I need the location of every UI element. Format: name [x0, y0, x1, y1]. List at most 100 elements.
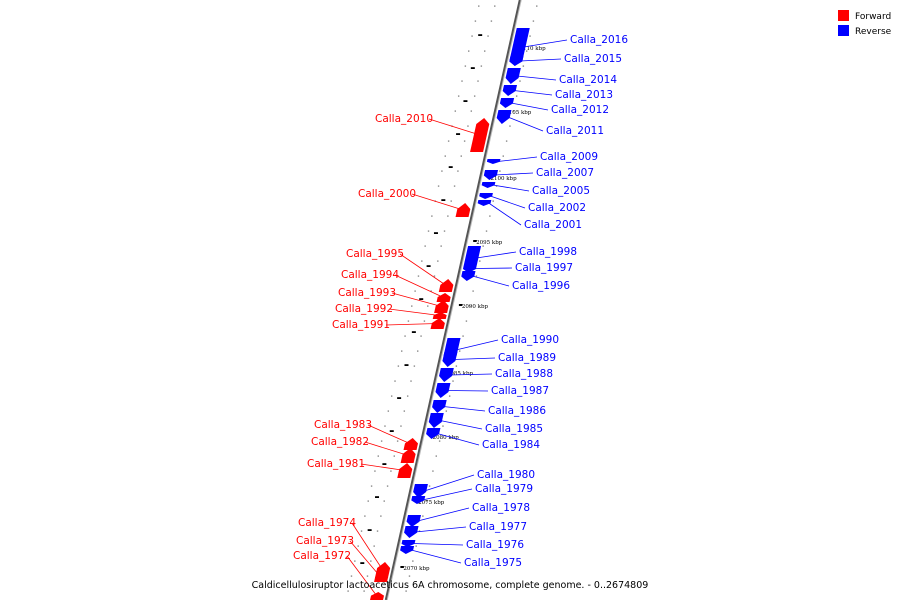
- guide-dot: [412, 560, 414, 562]
- gene-calla-1994: Calla_1994: [341, 269, 451, 302]
- gene-arrow: [436, 293, 451, 302]
- guide-dot: [427, 230, 430, 232]
- guide-dot: [529, 35, 531, 37]
- gene-leader-line: [360, 463, 405, 471]
- gene-leader-line: [424, 474, 475, 492]
- gene-leader-line: [513, 90, 553, 96]
- gene-label: Calla_1973: [296, 535, 354, 547]
- gene-calla-2013: Calla_2013: [502, 85, 613, 101]
- gene-arrow: [479, 193, 493, 199]
- guide-dot: [475, 275, 478, 277]
- minor-tick: [375, 496, 380, 498]
- guide-dot: [509, 125, 511, 127]
- gene-leader-line: [520, 58, 562, 62]
- gene-calla-1996: Calla_1996: [461, 271, 570, 292]
- guide-dot: [396, 440, 399, 442]
- gene-leader-line: [476, 251, 517, 259]
- guide-dot: [374, 470, 376, 472]
- scale-tick-label: 2100 kbp: [490, 176, 517, 182]
- guide-dot: [457, 170, 459, 172]
- guide-dot: [418, 530, 421, 532]
- scale-tick-mark: [400, 566, 404, 568]
- guide-dot: [383, 500, 385, 502]
- guide-dot: [394, 380, 396, 382]
- guide-dot: [448, 395, 451, 397]
- gene-arrow: [426, 428, 441, 439]
- background-dots: [347, 5, 538, 592]
- guide-dot: [505, 140, 508, 142]
- guide-dot: [363, 590, 365, 592]
- guide-dot: [487, 35, 489, 37]
- gene-leader-line: [394, 274, 444, 298]
- minor-tick: [441, 199, 446, 201]
- guide-dot: [536, 5, 538, 7]
- guide-dot: [380, 440, 383, 442]
- gene-arrow: [400, 546, 415, 554]
- minor-tick: [463, 100, 468, 102]
- gene-label: Calla_2000: [358, 188, 416, 200]
- scale-tick-label: 2095 kbp: [476, 240, 503, 246]
- guide-dot: [390, 470, 392, 472]
- guide-dot: [380, 515, 382, 517]
- gene-calla-1978: Calla_1978: [406, 502, 530, 527]
- gene-arrow: [413, 484, 428, 498]
- gene-leader-line: [440, 420, 483, 430]
- gene-label: Calla_1977: [469, 521, 527, 533]
- guide-dot: [405, 590, 407, 592]
- gene-arrow: [374, 573, 389, 582]
- guide-dot: [437, 185, 440, 187]
- gene-arrow: [496, 110, 512, 124]
- gene-leader-line: [474, 267, 513, 269]
- guide-dot: [432, 470, 434, 472]
- gene-calla-1981: Calla_1981: [307, 458, 413, 478]
- gene-arrow: [477, 200, 492, 206]
- guide-dot: [459, 350, 461, 352]
- guide-dot: [502, 155, 504, 157]
- guide-dot: [366, 575, 369, 577]
- legend-reverse-label: Reverse: [855, 27, 892, 37]
- guide-dot: [492, 200, 494, 202]
- guide-dot: [519, 80, 521, 82]
- gene-calla-1974: Calla_1974: [298, 517, 391, 578]
- guide-dot: [357, 545, 359, 547]
- guide-dot: [441, 170, 443, 172]
- gene-leader-line: [412, 543, 464, 546]
- guide-dot: [474, 20, 477, 22]
- gene-label: Calla_2002: [528, 202, 586, 214]
- gene-features: Calla_2016 Calla_2015 Calla_2014 Calla_2013…: [293, 28, 628, 600]
- gene-arrow: [404, 526, 419, 538]
- gene-label: Calla_1996: [512, 280, 570, 292]
- scale-tick-label: 2085 kbp: [447, 371, 474, 377]
- gene-arrow: [432, 312, 447, 319]
- guide-dot: [473, 95, 476, 97]
- minor-tick: [433, 232, 438, 234]
- gene-calla-1980: Calla_1980: [413, 469, 535, 498]
- gene-calla-2002: Calla_2002: [479, 193, 586, 214]
- guide-dot: [413, 365, 416, 367]
- gene-arrow: [401, 540, 416, 547]
- guide-dot: [512, 110, 515, 112]
- guide-dot: [480, 65, 483, 67]
- guide-dot: [384, 425, 386, 427]
- gene-calla-1997: Calla_1997: [462, 262, 573, 274]
- guide-dot: [407, 320, 410, 322]
- gene-label: Calla_2001: [524, 219, 582, 231]
- gene-leader-line: [411, 549, 462, 564]
- gene-leader-line: [437, 433, 480, 446]
- gene-leader-line: [450, 373, 493, 376]
- gene-leader-line: [443, 406, 486, 412]
- guide-dot: [417, 275, 420, 277]
- guide-dot: [420, 335, 422, 337]
- guide-dot: [417, 350, 419, 352]
- gene-leader-line: [446, 390, 489, 392]
- guide-dot: [367, 500, 369, 502]
- gene-leader-line: [428, 118, 480, 136]
- gene-leader-line: [417, 507, 470, 522]
- guide-dot: [347, 590, 349, 592]
- gene-label: Calla_2010: [375, 113, 433, 125]
- gene-arrow: [435, 383, 451, 398]
- gene-calla-1977: Calla_1977: [404, 521, 527, 538]
- gene-label: Calla_1998: [519, 246, 577, 258]
- minor-tick: [360, 562, 365, 564]
- legend-reverse-swatch: [838, 25, 849, 36]
